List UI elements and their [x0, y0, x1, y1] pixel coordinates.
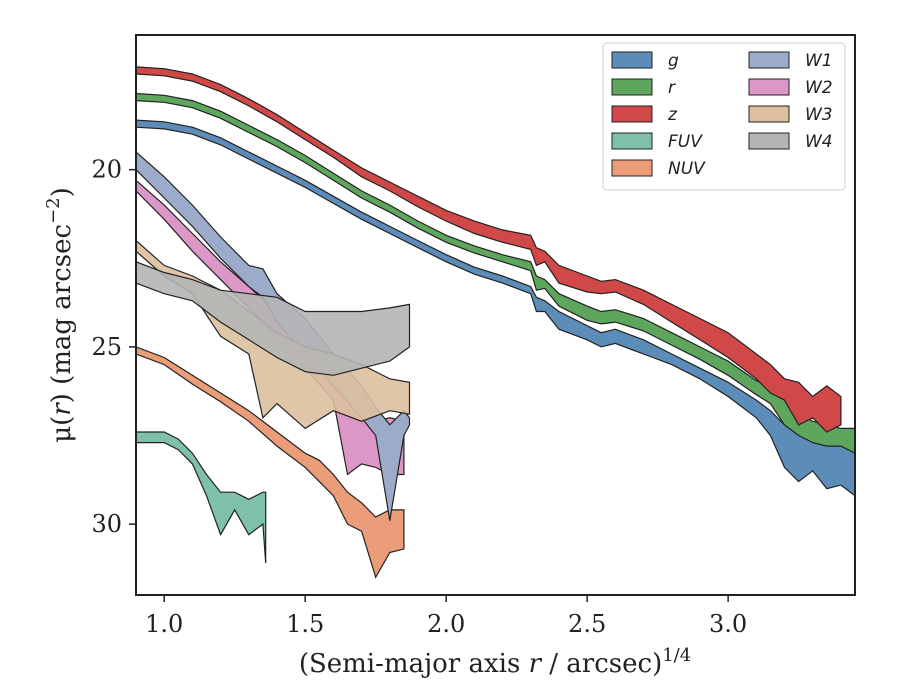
x-tick-label: 2.0: [427, 610, 465, 638]
legend-swatch-r: [611, 78, 653, 96]
legend-swatch-g: [611, 51, 653, 69]
y-tick-label: 30: [91, 510, 122, 538]
x-tick-label: 1.0: [145, 610, 183, 638]
legend-label-r: r: [668, 78, 676, 98]
y-axis-ticks: 20 25 30: [91, 156, 136, 538]
legend-swatch-w3: [748, 105, 790, 123]
band-w1: [136, 151, 411, 521]
band-z: [136, 66, 842, 433]
legend-swatch-nuv: [611, 159, 653, 177]
band-nuv: [136, 346, 405, 579]
x-axis-label: (Semi-major axis r / arcsec)1/4: [299, 645, 691, 679]
y-tick-label: 25: [91, 333, 122, 361]
legend-label-w4: W4: [805, 132, 833, 152]
legend-label-z: z: [667, 105, 678, 125]
y-tick-label: 20: [91, 156, 122, 184]
legend-swatch-w2: [748, 78, 790, 96]
band-g: [136, 119, 855, 497]
x-tick-label: 1.5: [286, 610, 324, 638]
legend-label-w3: W3: [805, 105, 833, 125]
legend: grz FUV NUV W1 W2 W3 W4: [602, 42, 846, 191]
y-axis-label: μ(r) (mag arcsec−2): [43, 187, 77, 443]
legend-label-fuv: FUV: [668, 132, 703, 152]
legend-label-w2: W2: [805, 78, 833, 98]
legend-label-nuv: NUV: [668, 159, 706, 179]
band-fuv: [136, 431, 267, 564]
legend-label-w1: W1: [805, 51, 833, 71]
legend-label-g: g: [668, 51, 679, 71]
band-r: [136, 92, 855, 454]
profile-bands: [136, 66, 855, 579]
plot-frame: [135, 34, 856, 596]
x-axis-ticks: 1.0 1.5 2.0 2.5 3.0: [145, 595, 747, 638]
x-tick-label: 3.0: [709, 610, 747, 638]
legend-swatch-z: [611, 105, 653, 123]
legend-swatch-w1: [748, 51, 790, 69]
legend-swatch-w4: [748, 132, 790, 150]
x-tick-label: 2.5: [568, 610, 606, 638]
legend-swatch-fuv: [611, 132, 653, 150]
band-w4: [136, 261, 411, 376]
